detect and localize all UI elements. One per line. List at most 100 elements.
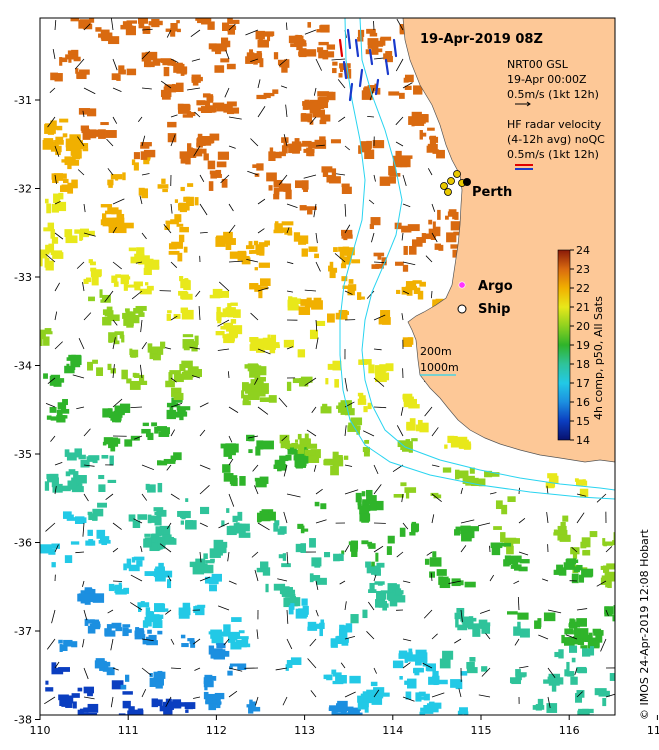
sst-cell: [144, 260, 150, 269]
sst-cell: [363, 87, 375, 94]
current-vector: [373, 667, 377, 674]
sst-cell: [194, 197, 199, 206]
current-vector: [344, 464, 353, 467]
sst-cell: [357, 292, 362, 300]
current-vector: [454, 638, 462, 644]
current-vector: [217, 319, 230, 327]
current-vector: [83, 667, 89, 680]
sst-cell: [154, 426, 159, 434]
current-vector: [479, 609, 491, 614]
current-vector: [344, 489, 359, 495]
sst-cell: [256, 163, 264, 171]
sst-cell: [517, 612, 529, 620]
sst-cell: [107, 363, 112, 371]
sst-cell: [250, 379, 262, 387]
sst-cell: [204, 685, 208, 691]
sst-cell: [592, 628, 602, 633]
sst-cell: [388, 165, 396, 176]
current-vector: [367, 115, 375, 118]
current-vector: [225, 50, 230, 60]
y-tick-label: -34: [14, 360, 32, 373]
sst-cell: [462, 616, 472, 627]
current-vector: [141, 87, 152, 90]
sst-cell: [178, 702, 186, 707]
sst-cell: [332, 68, 337, 74]
sst-cell: [227, 24, 236, 35]
sst-cell: [273, 179, 283, 188]
sst-cell: [273, 229, 283, 234]
sst-cell: [406, 398, 417, 407]
sst-cell: [212, 648, 223, 653]
sst-cell: [40, 337, 43, 346]
sst-cell: [380, 36, 392, 41]
sst-cell: [405, 691, 412, 700]
current-vector: [257, 522, 270, 531]
sst-cell: [60, 57, 68, 63]
current-vector: [228, 224, 236, 234]
sst-cell: [273, 187, 280, 195]
sst-cell: [518, 566, 528, 572]
sst-cell: [223, 473, 234, 482]
sst-cell: [434, 243, 442, 250]
sst-cell: [268, 342, 276, 350]
sst-cell: [491, 547, 501, 556]
colorbar-tick-label: 22: [576, 282, 590, 295]
current-vector: [217, 348, 230, 351]
sst-cell: [407, 678, 417, 689]
sst-cell: [104, 210, 116, 215]
sst-cell: [216, 106, 225, 112]
sst-cell: [604, 606, 610, 612]
sst-cell: [167, 310, 172, 314]
current-vector: [82, 110, 85, 118]
sst-cell: [43, 138, 54, 143]
sst-cell: [275, 153, 279, 158]
sst-cell: [588, 632, 593, 638]
current-vector: [307, 658, 317, 669]
sst-cell: [65, 702, 73, 708]
sst-cell: [439, 658, 451, 669]
sst-cell: [319, 136, 326, 143]
sst-cell: [301, 248, 308, 257]
sst-cell: [108, 223, 118, 233]
sst-cell: [571, 657, 576, 663]
current-vector: [309, 116, 317, 125]
sst-cell: [269, 147, 274, 155]
current-vector: [310, 690, 317, 698]
sst-cell: [278, 554, 286, 559]
sst-cell: [137, 18, 148, 24]
current-vector: [107, 168, 114, 176]
current-vector: [165, 696, 172, 707]
sst-cell: [326, 674, 333, 681]
sst-cell: [369, 582, 375, 593]
sst-cell: [86, 277, 92, 283]
sst-cell: [404, 487, 417, 493]
sst-cell: [332, 360, 342, 371]
sst-cell: [181, 643, 189, 648]
sst-cell: [309, 538, 316, 548]
sst-cell: [582, 549, 591, 556]
sst-cell: [548, 678, 560, 686]
sst-cell: [361, 491, 366, 497]
sst-cell: [365, 49, 371, 55]
current-vector: [51, 609, 56, 624]
sst-cell: [309, 99, 321, 104]
sst-cell: [75, 140, 83, 150]
sst-cell: [481, 624, 491, 634]
sst-cell: [372, 140, 385, 149]
current-vector: [373, 174, 376, 182]
sst-cell: [466, 661, 475, 669]
sst-cell: [318, 41, 329, 46]
sst-cell: [101, 213, 107, 222]
sst-cell: [64, 229, 73, 238]
sst-cell: [571, 573, 579, 584]
sst-cell: [46, 203, 51, 214]
sst-cell: [375, 552, 379, 562]
sst-cell: [178, 610, 190, 619]
current-vector: [112, 261, 122, 270]
sst-cell: [44, 198, 49, 204]
sst-cell: [105, 130, 117, 138]
sst-cell: [283, 140, 287, 150]
sst-cell: [157, 184, 169, 189]
sst-cell: [86, 128, 90, 139]
sst-cell: [246, 52, 255, 62]
